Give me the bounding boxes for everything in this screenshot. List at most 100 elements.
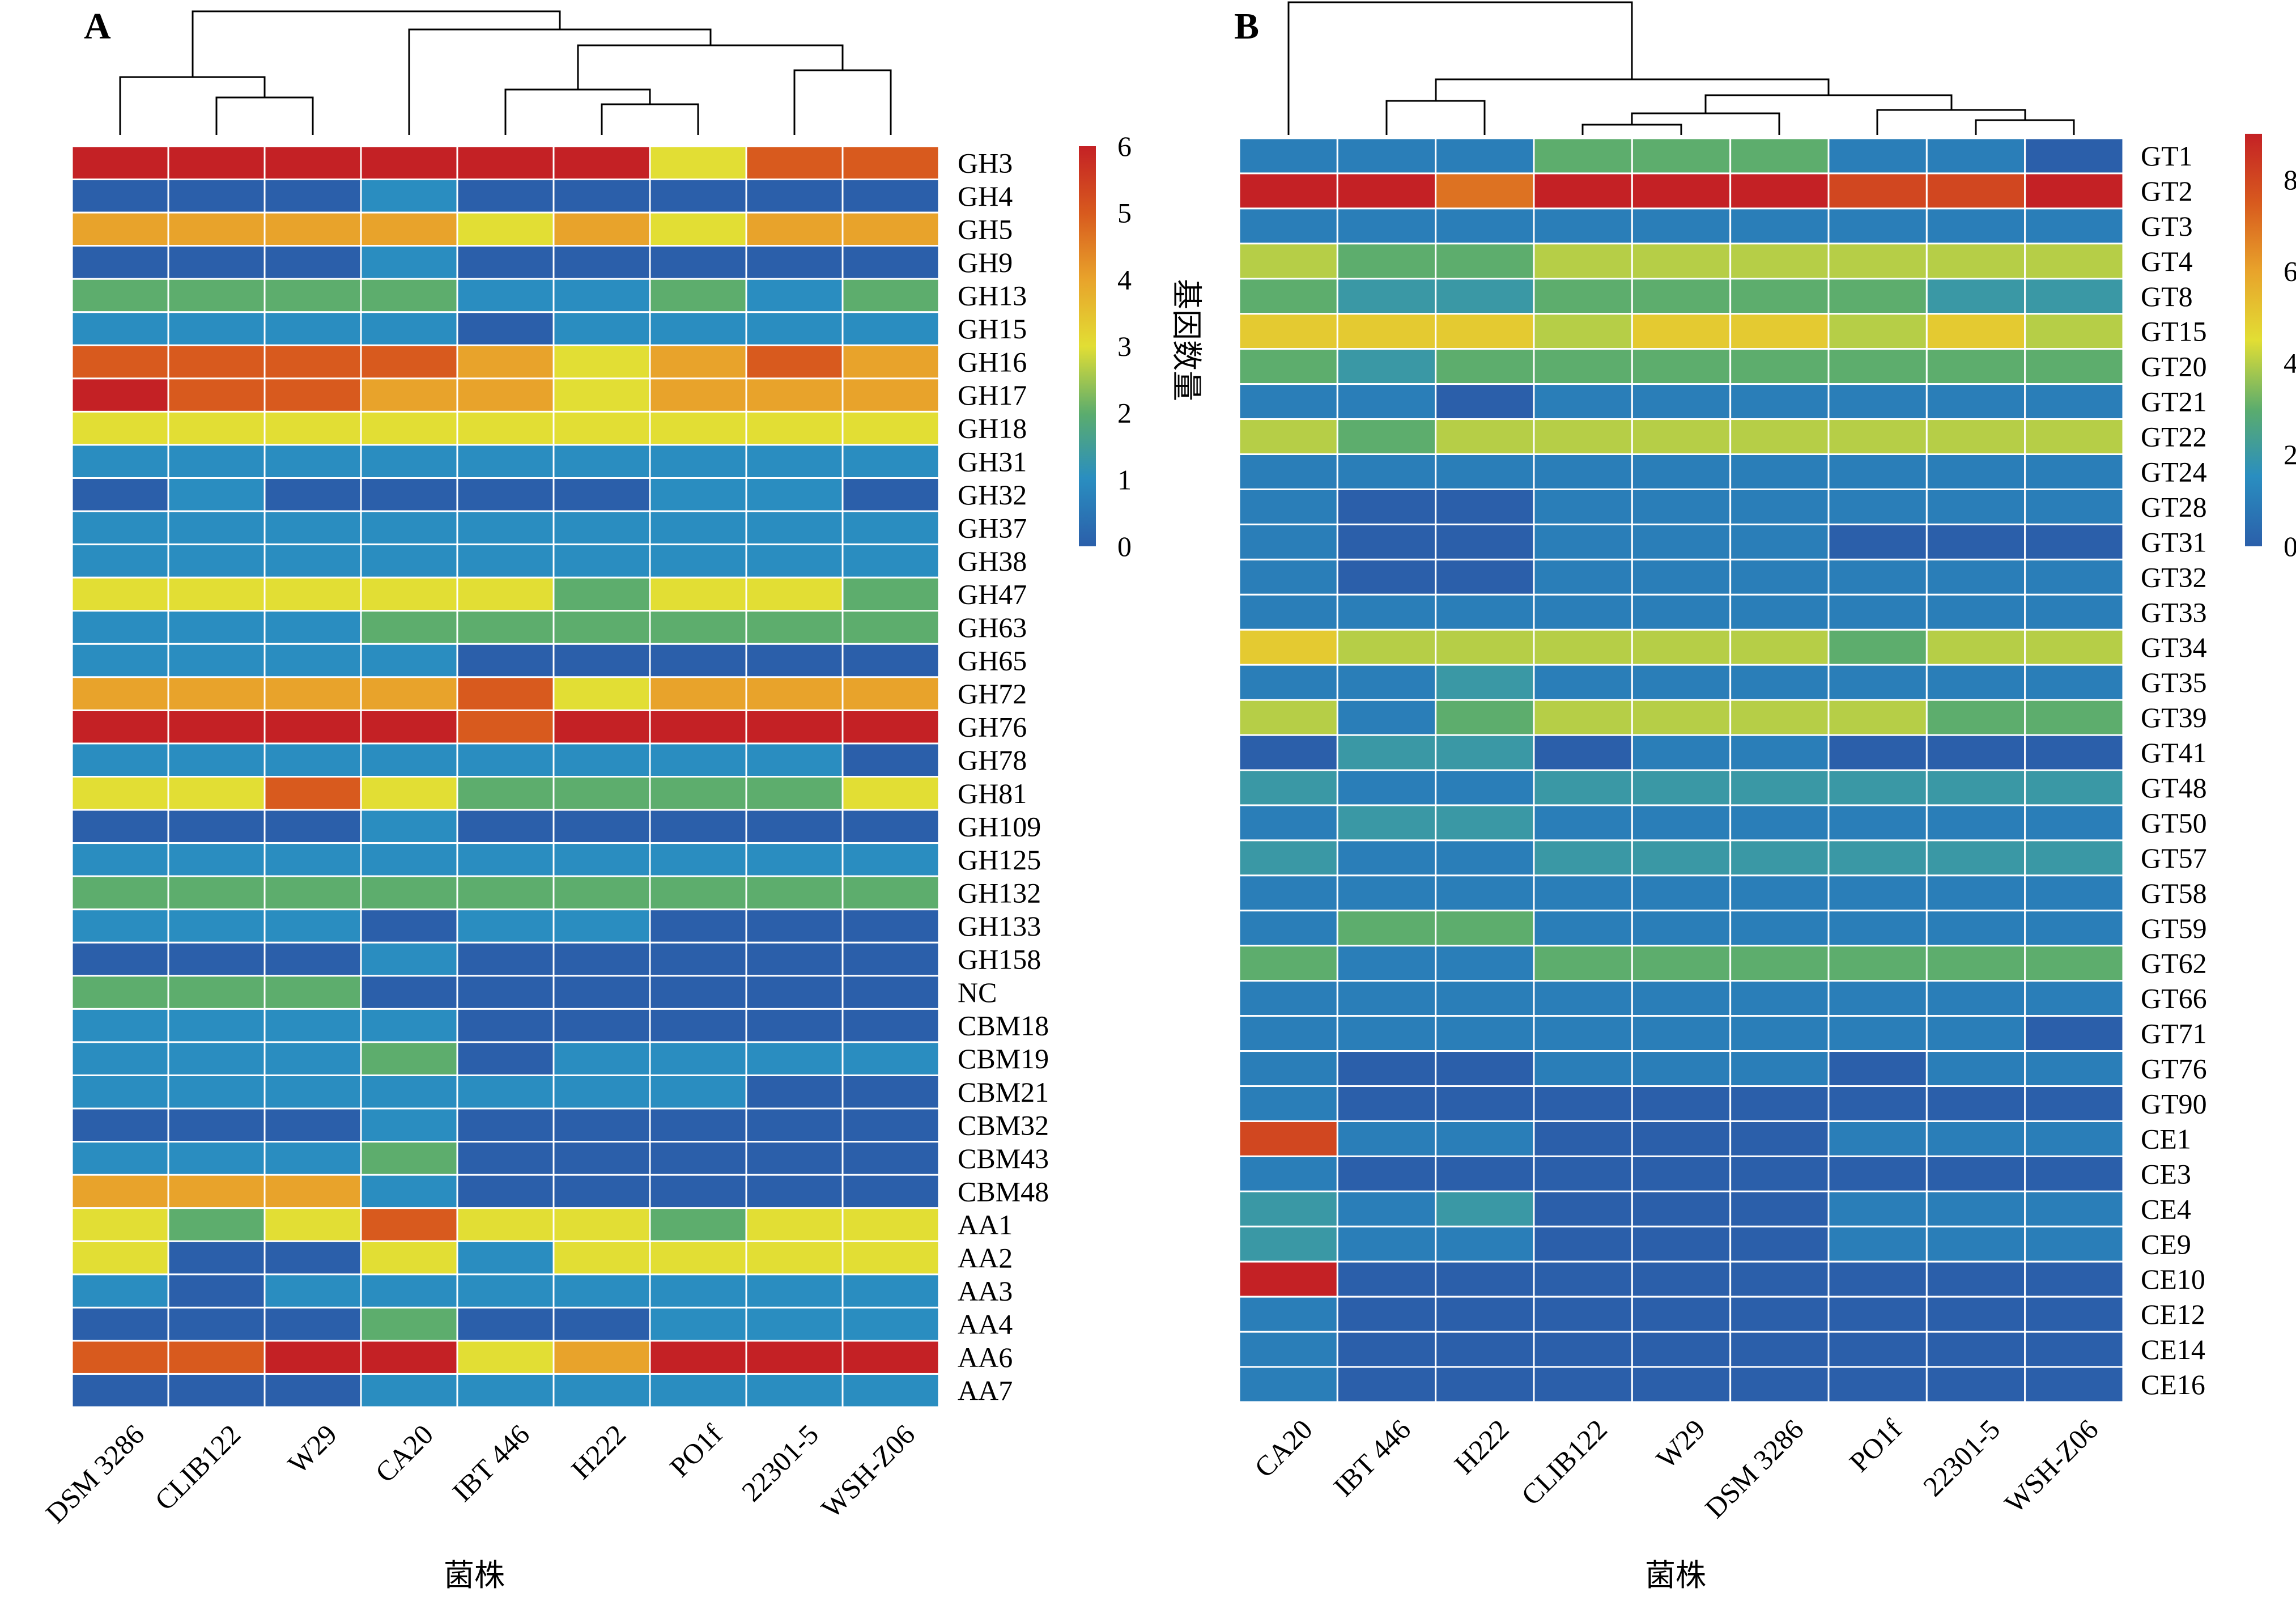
panel-a-cells xyxy=(71,145,940,1408)
heatmap-cell-gt33-dsm-3286 xyxy=(1729,593,1830,631)
heatmap-cell-gh47-ibt-446 xyxy=(456,576,555,612)
heatmap-cell-gh31-clib122 xyxy=(167,444,266,479)
heatmap-cell-gh37-dsm-3286 xyxy=(71,510,169,546)
heatmap-cell-aa2-ibt-446 xyxy=(456,1240,555,1276)
heatmap-cell-gh125-po1f xyxy=(649,842,747,877)
heatmap-cell-gt22-wsh-z06 xyxy=(2024,418,2124,455)
heatmap-cell-gh37-ibt-446 xyxy=(456,510,555,546)
heatmap-cell-gt57-clib122 xyxy=(1533,839,1633,877)
heatmap-cell-gh13-w29 xyxy=(263,278,362,313)
heatmap-cell-gt4-dsm-3286 xyxy=(1729,243,1830,280)
heatmap-cell-gh133-22301-5 xyxy=(745,908,844,944)
heatmap-cell-gt15-ibt-446 xyxy=(1336,313,1437,350)
colorbar-tick-4: 4 xyxy=(2284,347,2296,379)
row-label-aa2: AA2 xyxy=(958,1242,1013,1274)
row-label-gt1: GT1 xyxy=(2141,140,2193,172)
heatmap-cell-gh78-22301-5 xyxy=(745,742,844,778)
heatmap-cell-gh17-dsm-3286 xyxy=(71,377,169,413)
heatmap-cell-gt28-22301-5 xyxy=(1925,488,2026,525)
column-label-dsm-3286: DSM 3286 xyxy=(39,1418,150,1530)
heatmap-cell-gt8-clib122 xyxy=(1533,278,1633,315)
heatmap-cell-gh63-22301-5 xyxy=(745,610,844,645)
heatmap-cell-gt34-clib122 xyxy=(1533,628,1633,666)
heatmap-cell-gt2-po1f xyxy=(1827,172,1928,210)
heatmap-cell-gt35-22301-5 xyxy=(1925,664,2026,701)
heatmap-cell-nc-h222 xyxy=(552,975,651,1010)
row-label-gt41: GT41 xyxy=(2141,737,2207,768)
heatmap-cell-gt59-wsh-z06 xyxy=(2024,910,2124,947)
heatmap-cell-gt28-wsh-z06 xyxy=(2024,488,2124,525)
heatmap-cell-gt33-h222 xyxy=(1435,593,1535,631)
heatmap-cell-aa7-w29 xyxy=(263,1373,362,1408)
row-label-ce16: CE16 xyxy=(2141,1369,2205,1400)
heatmap-cell-gh38-po1f xyxy=(649,543,747,579)
heatmap-cell-gh9-h222 xyxy=(552,245,651,280)
heatmap-cell-gt24-ca20 xyxy=(1238,453,1338,490)
heatmap-cell-ce4-w29 xyxy=(1631,1190,1732,1228)
heatmap-cell-nc-w29 xyxy=(263,975,362,1010)
panel-a-dendrogram-branch-7 xyxy=(192,10,561,77)
heatmap-cell-gh76-po1f xyxy=(649,709,747,745)
heatmap-cell-gh18-ibt-446 xyxy=(456,410,555,446)
heatmap-cell-gt76-22301-5 xyxy=(1925,1050,2026,1087)
heatmap-cell-gt31-po1f xyxy=(1827,523,1928,560)
heatmap-cell-gt76-ca20 xyxy=(1238,1050,1338,1087)
heatmap-cell-gt41-ibt-446 xyxy=(1336,734,1437,771)
row-label-gh47: GH47 xyxy=(958,578,1027,610)
heatmap-cell-gh132-22301-5 xyxy=(745,875,844,911)
heatmap-cell-ce9-ibt-446 xyxy=(1336,1225,1437,1263)
heatmap-cell-gh47-clib122 xyxy=(167,576,266,612)
heatmap-cell-gt8-dsm-3286 xyxy=(1729,278,1830,315)
heatmap-cell-gh3-ibt-446 xyxy=(456,145,555,181)
heatmap-cell-gt35-ca20 xyxy=(1238,664,1338,701)
heatmap-cell-gh18-ca20 xyxy=(360,410,458,446)
heatmap-cell-cbm43-22301-5 xyxy=(745,1141,844,1176)
heatmap-cell-gh109-wsh-z06 xyxy=(841,809,940,844)
row-label-gh15: GH15 xyxy=(958,313,1027,345)
row-label-gh65: GH65 xyxy=(958,645,1027,677)
row-label-gh72: GH72 xyxy=(958,678,1027,710)
heatmap-cell-nc-wsh-z06 xyxy=(841,975,940,1010)
heatmap-cell-ce12-h222 xyxy=(1435,1296,1535,1333)
heatmap-cell-cbm19-clib122 xyxy=(167,1041,266,1076)
heatmap-cell-nc-22301-5 xyxy=(745,975,844,1010)
heatmap-cell-gh38-ca20 xyxy=(360,543,458,579)
heatmap-cell-gh17-ca20 xyxy=(360,377,458,413)
row-label-gh9: GH9 xyxy=(958,247,1013,278)
column-label-clib122: CLIB122 xyxy=(148,1418,246,1517)
row-label-gh31: GH31 xyxy=(958,445,1027,477)
heatmap-cell-ce16-dsm-3286 xyxy=(1729,1366,1830,1403)
heatmap-cell-gt20-h222 xyxy=(1435,348,1535,385)
heatmap-cell-gt90-clib122 xyxy=(1533,1085,1633,1122)
heatmap-cell-gh63-clib122 xyxy=(167,610,266,645)
heatmap-cell-ce4-ca20 xyxy=(1238,1190,1338,1228)
heatmap-cell-ce4-clib122 xyxy=(1533,1190,1633,1228)
heatmap-cell-gh63-dsm-3286 xyxy=(71,610,169,645)
heatmap-cell-gt22-h222 xyxy=(1435,418,1535,455)
heatmap-cell-aa2-dsm-3286 xyxy=(71,1240,169,1276)
heatmap-cell-ce10-dsm-3286 xyxy=(1729,1260,1830,1298)
heatmap-cell-gh76-22301-5 xyxy=(745,709,844,745)
heatmap-cell-ce1-ca20 xyxy=(1238,1120,1338,1157)
panel-a-colorbar-gradient xyxy=(1079,146,1096,546)
heatmap-cell-gt20-22301-5 xyxy=(1925,348,2026,385)
heatmap-cell-aa3-h222 xyxy=(552,1273,651,1309)
heatmap-cell-gt32-22301-5 xyxy=(1925,558,2026,596)
heatmap-cell-gt1-po1f xyxy=(1827,137,1928,175)
heatmap-cell-gt50-clib122 xyxy=(1533,804,1633,842)
heatmap-cell-gh158-w29 xyxy=(263,941,362,977)
heatmap-cell-cbm21-clib122 xyxy=(167,1074,266,1110)
heatmap-cell-gt8-ca20 xyxy=(1238,278,1338,315)
heatmap-cell-gh9-clib122 xyxy=(167,245,266,280)
heatmap-cell-aa1-wsh-z06 xyxy=(841,1207,940,1242)
heatmap-cell-cbm32-dsm-3286 xyxy=(71,1107,169,1143)
heatmap-cell-cbm19-ca20 xyxy=(360,1041,458,1076)
heatmap-cell-gt48-ibt-446 xyxy=(1336,769,1437,806)
heatmap-cell-gt66-po1f xyxy=(1827,980,1928,1017)
heatmap-cell-gt71-dsm-3286 xyxy=(1729,1015,1830,1052)
heatmap-cell-gt90-po1f xyxy=(1827,1085,1928,1122)
heatmap-cell-gh63-po1f xyxy=(649,610,747,645)
row-label-gt21: GT21 xyxy=(2141,386,2207,418)
column-label-wsh-z06: WSH-Z06 xyxy=(1999,1413,2104,1519)
heatmap-cell-gh109-w29 xyxy=(263,809,362,844)
